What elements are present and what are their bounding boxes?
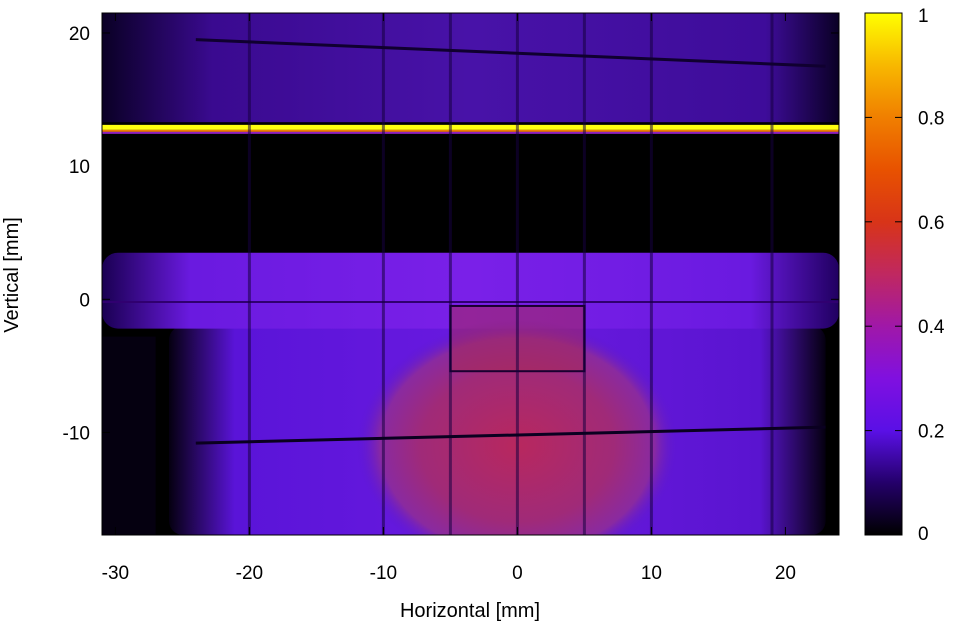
x-tick-label: 0 bbox=[512, 563, 523, 584]
bright-line-shadow bbox=[102, 131, 839, 134]
x-tick-label: 20 bbox=[775, 563, 796, 584]
y-tick-label: 10 bbox=[69, 157, 90, 178]
colorbar-tick-label: 1 bbox=[918, 6, 929, 27]
upper-band bbox=[102, 13, 839, 123]
x-tick-label: -30 bbox=[102, 563, 129, 584]
x-tick-label: 10 bbox=[641, 563, 662, 584]
lower-left-dark bbox=[102, 336, 156, 535]
y-axis-label: Vertical [mm] bbox=[1, 217, 23, 333]
y-tick-label: 0 bbox=[79, 290, 90, 311]
x-axis: -30 -20 -10 0 10 20 bbox=[102, 13, 796, 584]
lower-dark-line bbox=[195, 425, 826, 445]
plot-frame bbox=[101, 12, 840, 536]
colorbar-tick-label: 0.2 bbox=[918, 422, 944, 443]
y-tick-label: 20 bbox=[69, 24, 90, 45]
x-tick-label: -10 bbox=[370, 563, 397, 584]
bright-line bbox=[102, 124, 839, 130]
colorbar bbox=[864, 12, 903, 536]
colorbar-axis: 0 0.2 0.4 0.6 0.8 1 bbox=[865, 6, 945, 545]
x-axis-label: Horizontal [mm] bbox=[400, 600, 540, 622]
colorbar-tick-label: 0.8 bbox=[918, 108, 944, 129]
y-tick-label: -10 bbox=[63, 423, 90, 444]
bright-line-edge bbox=[102, 129, 839, 132]
heatmap-image bbox=[102, 13, 839, 535]
y-axis: -10 0 10 20 bbox=[63, 24, 839, 444]
colorbar-tick-label: 0 bbox=[918, 524, 929, 545]
horizontal-band bbox=[102, 252, 839, 329]
colorbar-tick-label: 0.4 bbox=[918, 317, 945, 338]
colorbar-tick-label: 0.6 bbox=[918, 213, 944, 234]
upper-dark-line bbox=[195, 38, 826, 68]
x-tick-label: -20 bbox=[236, 563, 263, 584]
